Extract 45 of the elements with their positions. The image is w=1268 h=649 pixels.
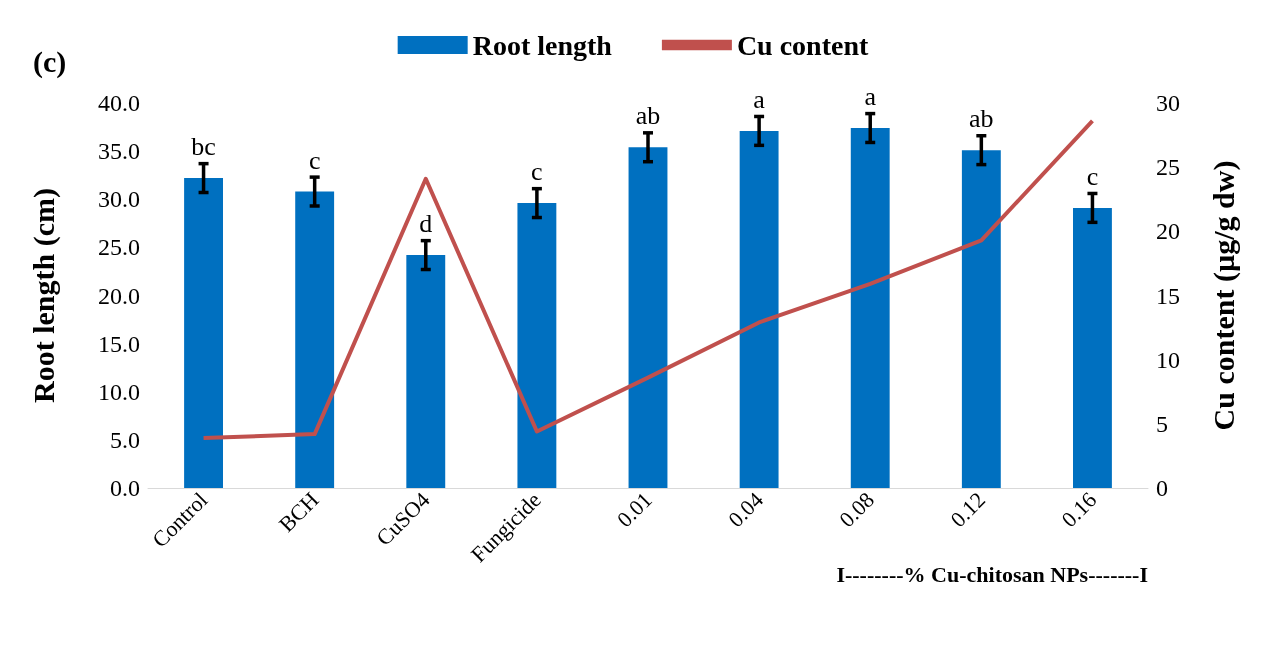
y-tick-label: 30.0 (98, 186, 140, 213)
y-axis-title: Root length (cm) (26, 188, 61, 403)
y2-tick-label: 15 (1156, 282, 1180, 309)
x-tick-label: 0.04 (723, 487, 768, 533)
y-tick-label: 35.0 (98, 138, 140, 165)
y2-tick-label: 25 (1156, 154, 1180, 181)
bar (295, 191, 335, 488)
x-tick-label: 0.12 (945, 487, 991, 533)
annotation: ab (635, 101, 661, 131)
bar (406, 255, 446, 488)
y2-tick-label: 5 (1156, 410, 1168, 437)
bar (850, 128, 890, 488)
annotation: d (419, 209, 433, 239)
legend-label: Root length (472, 29, 613, 61)
bar (739, 130, 779, 488)
annotation: a (864, 82, 877, 112)
x-tick-label: 0.16 (1056, 487, 1102, 533)
y-tick-label: 15.0 (98, 330, 140, 357)
bar (184, 178, 223, 488)
y-tick-label: 40.0 (98, 90, 140, 116)
bar (517, 203, 557, 488)
y2-tick-label: 30 (1156, 90, 1180, 116)
annotation: ab (969, 104, 994, 134)
y2-tick-label: 20 (1156, 218, 1180, 245)
y-tick-label: 10.0 (98, 378, 140, 405)
x-axis-title: I--------% Cu-chitosan NPs-------I (836, 561, 1148, 587)
y2-tick-label: 10 (1156, 346, 1180, 373)
annotation: c (308, 145, 321, 175)
bar (628, 147, 668, 488)
annotation: c (531, 157, 543, 187)
annotation: bc (191, 132, 216, 162)
x-tick-label: 0.08 (834, 487, 880, 533)
annotation: c (1086, 161, 1099, 191)
y-tick-label: 0.0 (110, 475, 140, 501)
annotation: a (753, 84, 766, 114)
text: (c) (33, 44, 67, 79)
bar (1073, 207, 1112, 488)
y-tick-label: 5.0 (110, 426, 140, 453)
y2-axis-title: Cu content (µg/g dw) (1206, 160, 1241, 431)
y-tick-label: 25.0 (98, 234, 140, 261)
bar (961, 150, 1001, 488)
y2-tick-label: 0 (1156, 475, 1168, 501)
y-tick-label: 20.0 (98, 282, 140, 309)
legend-label: Cu content (736, 29, 870, 61)
x-tick-label: 0.01 (611, 487, 657, 533)
